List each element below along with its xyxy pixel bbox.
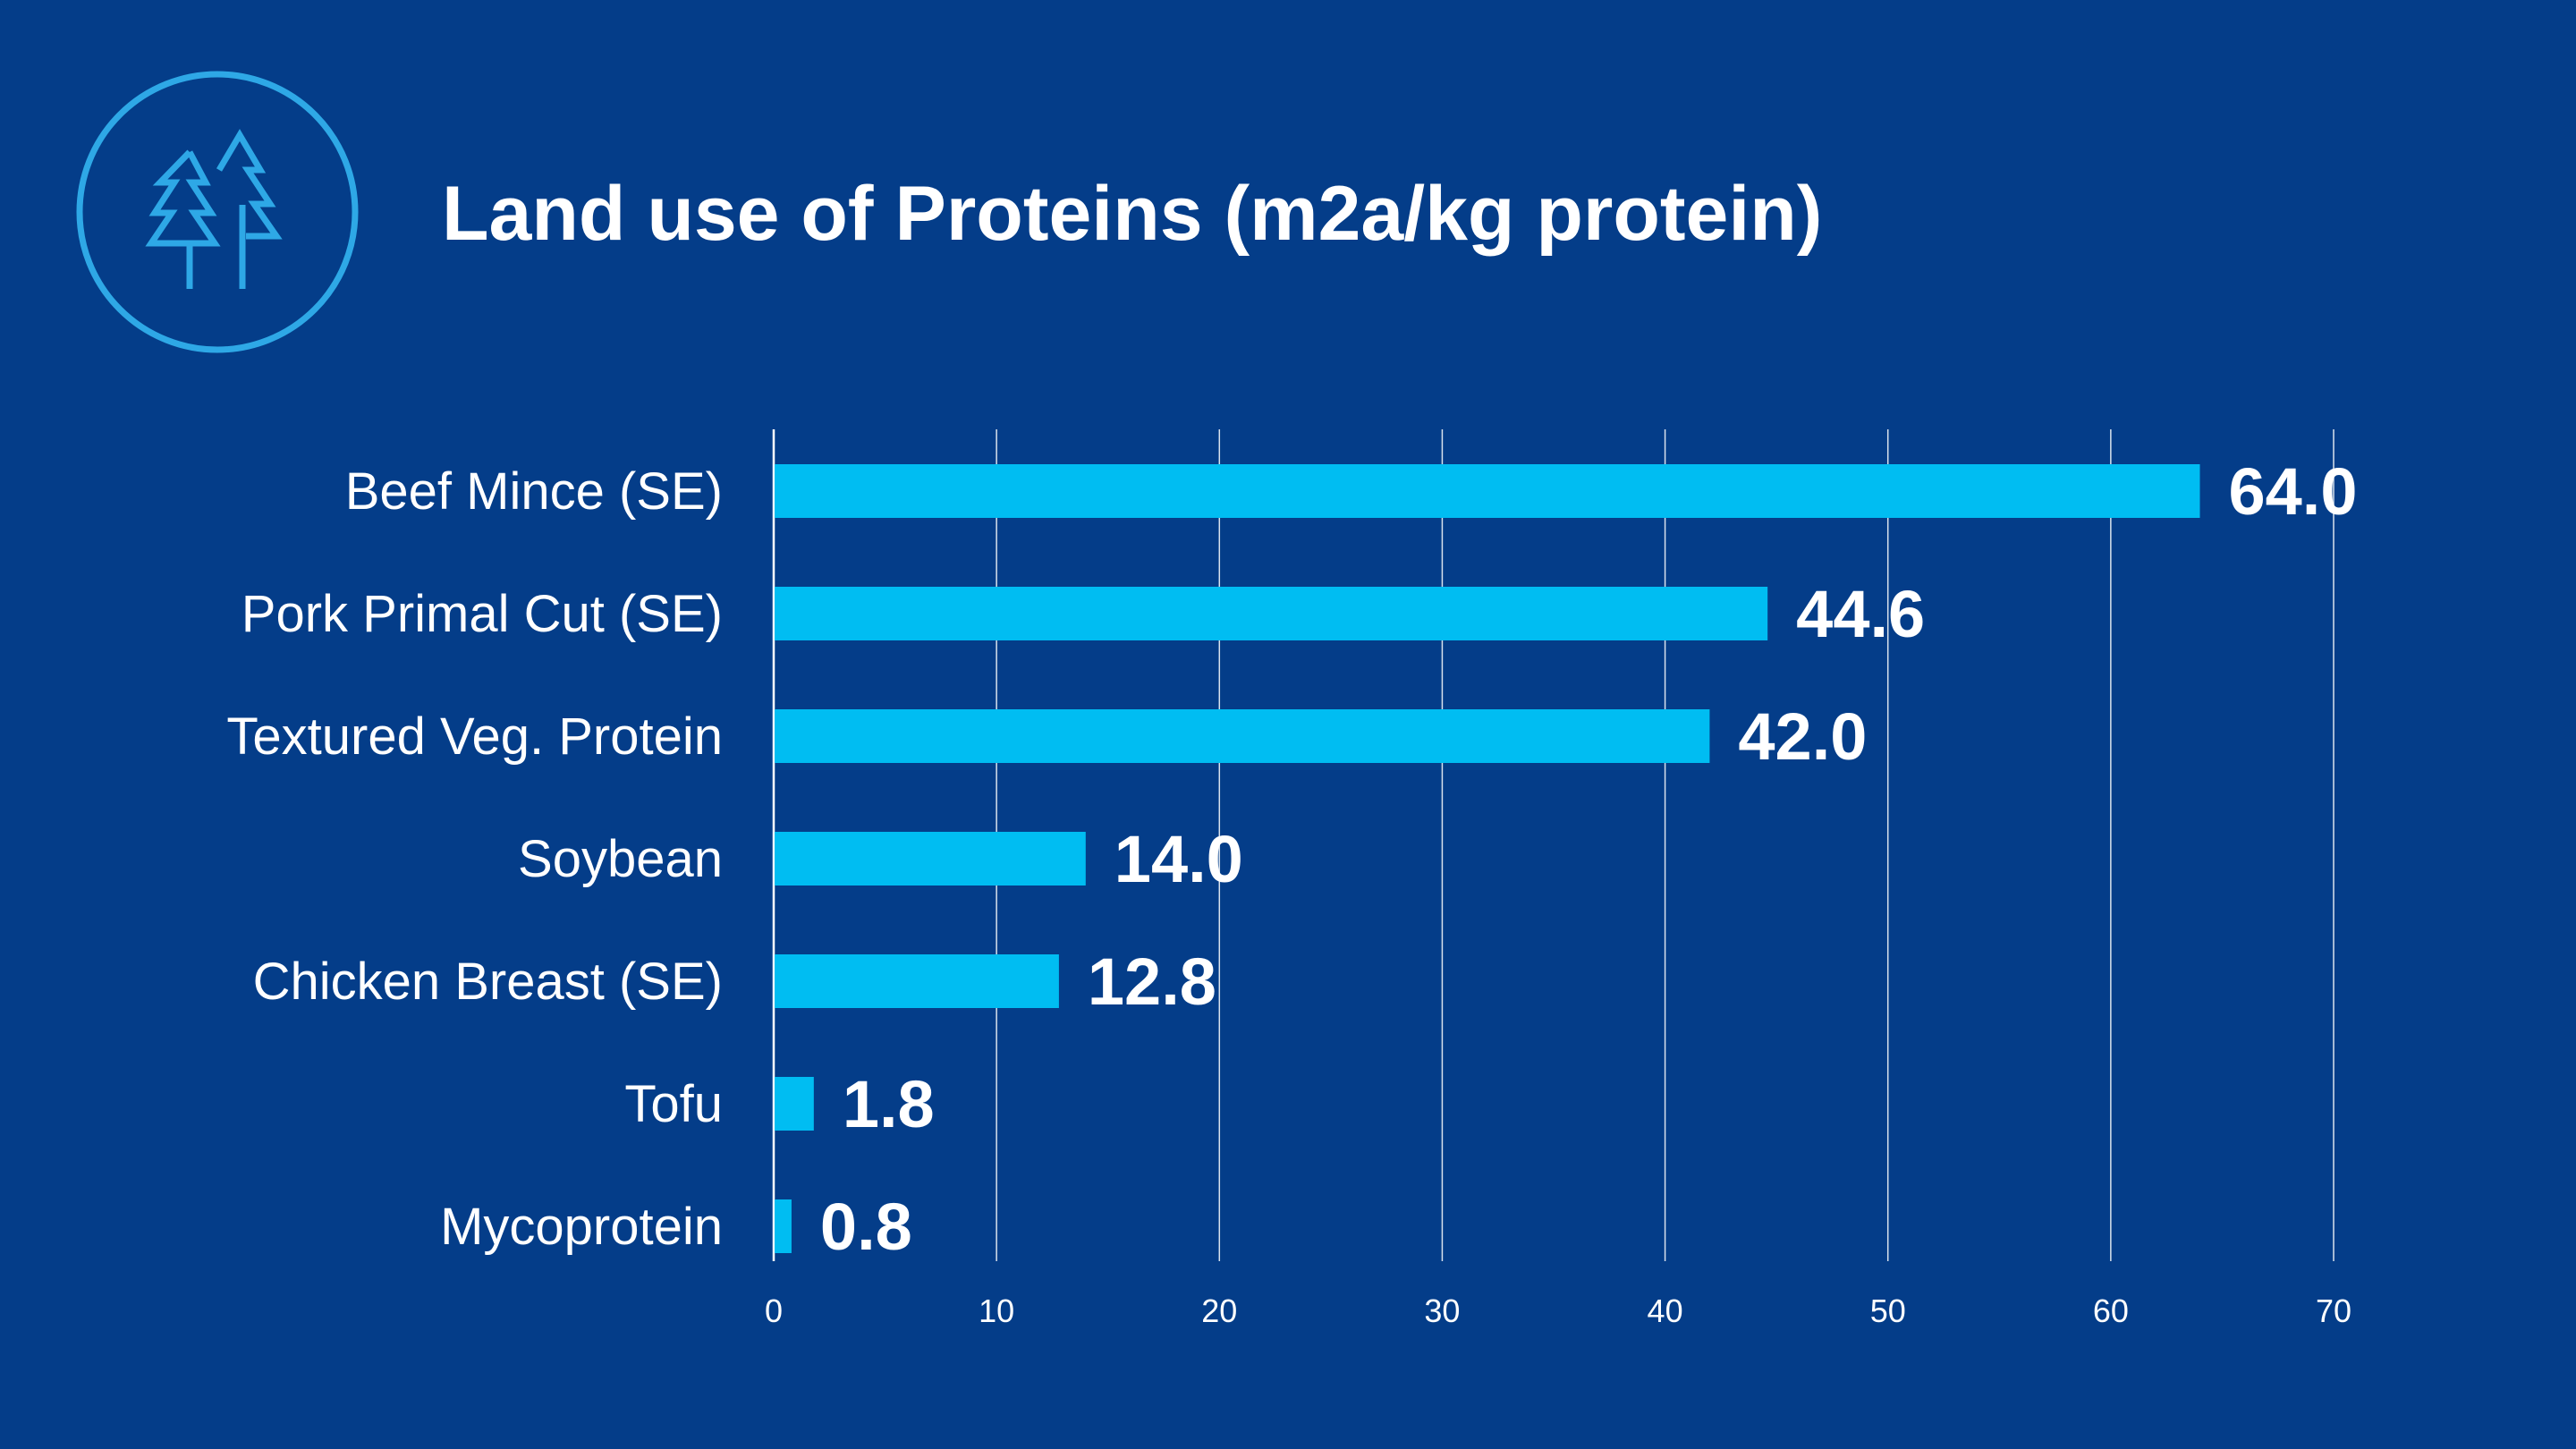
x-tick-label: 60 <box>2093 1292 2129 1329</box>
data-label: 64.0 <box>2229 454 2358 529</box>
x-tick-label: 70 <box>2316 1292 2351 1329</box>
category-label: Mycoprotein <box>440 1198 723 1256</box>
category-label: Textured Veg. Protein <box>226 708 723 766</box>
data-label: 44.6 <box>1796 577 1925 651</box>
category-label: Pork Primal Cut (SE) <box>242 585 723 643</box>
bar <box>775 1199 792 1253</box>
bar <box>775 954 1059 1008</box>
x-tick-label: 30 <box>1424 1292 1460 1329</box>
category-label: Soybean <box>518 830 723 888</box>
data-label: 42.0 <box>1738 699 1867 774</box>
trees-icon <box>76 71 359 353</box>
x-tick-label: 10 <box>979 1292 1014 1329</box>
data-label: 12.8 <box>1088 945 1216 1019</box>
data-label: 1.8 <box>843 1067 935 1141</box>
x-tick-label: 0 <box>765 1292 783 1329</box>
bar <box>775 709 1710 763</box>
data-label: 0.8 <box>820 1190 912 1264</box>
x-tick-label: 20 <box>1201 1292 1237 1329</box>
bar <box>775 464 2200 518</box>
chart-title: Land use of Proteins (m2a/kg protein) <box>442 171 1823 257</box>
bar <box>775 1077 814 1131</box>
category-label: Beef Mince (SE) <box>345 462 723 521</box>
data-label: 14.0 <box>1114 822 1243 896</box>
bar <box>775 587 1768 640</box>
category-label: Chicken Breast (SE) <box>253 953 723 1011</box>
category-label: Tofu <box>624 1075 723 1133</box>
bar <box>775 832 1086 886</box>
x-tick-label: 50 <box>1870 1292 1906 1329</box>
x-tick-label: 40 <box>1648 1292 1683 1329</box>
